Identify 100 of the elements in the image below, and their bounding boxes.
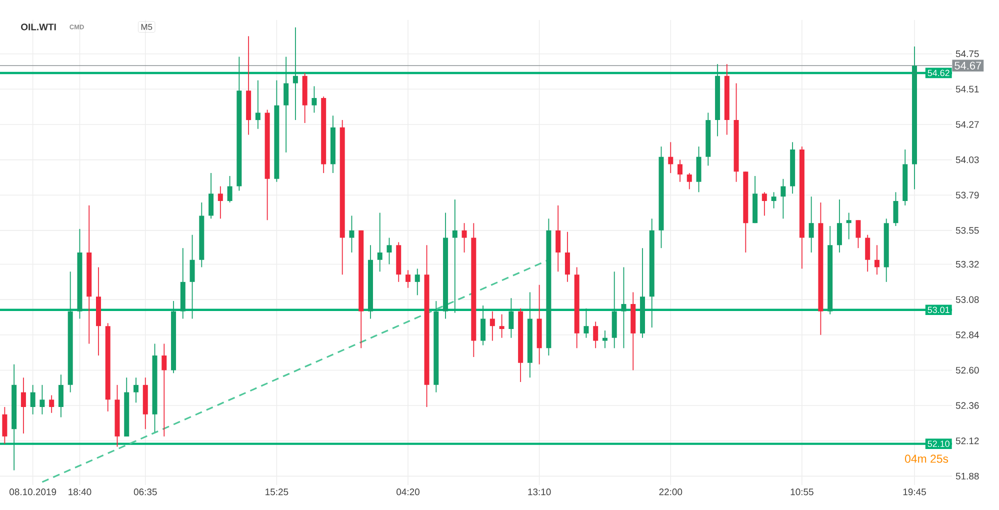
candlestick [142,377,148,430]
candlestick [780,178,786,220]
candlestick [462,222,467,253]
candlestick [686,172,692,190]
candlestick [799,146,804,270]
candlestick [658,146,664,249]
candlestick [40,384,45,415]
candlestick [678,159,683,182]
x-tick-label: 18:40 [68,488,92,496]
candlestick [912,46,917,190]
y-tick-label: 54.27 [956,121,979,128]
candlestick [752,176,758,224]
candlestick [480,305,486,346]
x-tick-label: 06:35 [134,488,157,496]
candlestick [321,96,326,174]
candlestick [330,115,336,174]
candlestick [621,266,626,349]
candlestick [734,82,739,182]
candlestick [368,244,373,320]
ref-line-label: 53.01 [928,306,950,314]
candlestick [846,212,852,240]
y-tick-label: 52.60 [956,366,979,374]
candlestick [536,284,542,365]
candlestick [790,142,796,194]
candlestick [302,72,308,124]
candlestick [696,146,702,193]
candlestick [443,212,448,320]
candlestick [190,234,195,320]
candlestick [893,192,898,226]
candlestick [2,406,8,444]
candlestick [377,212,382,272]
x-tick-label: 10:55 [790,488,814,496]
candlestick [434,300,439,393]
candlestick [152,343,158,432]
candlestick [668,142,674,174]
candlestick [593,321,598,349]
candlestick [584,308,589,338]
candlestick [471,222,476,358]
x-tick-label: 22:00 [659,488,682,496]
candlestick [630,292,636,371]
candlestick [264,109,270,221]
candlestick [358,230,364,349]
candlestick [771,192,776,209]
candlestick [762,192,767,216]
candlestick [406,270,411,288]
candlestick [414,268,420,296]
ref-line-label: 54.67 [954,62,982,70]
x-tick-label: 19:45 [903,488,926,496]
candlestick [574,266,580,349]
candlestick [180,248,186,320]
candlestick [649,218,654,328]
candlestick [312,86,317,114]
y-tick-label: 52.36 [956,402,979,409]
candlestick [865,234,870,272]
candlestick [255,80,260,130]
candlestick [292,26,298,121]
candlestick [208,172,214,220]
candlestick [386,237,392,265]
candlestick [743,171,748,253]
candlestick [86,204,92,344]
y-tick-label: 53.08 [956,296,979,303]
y-tick-label: 54.75 [956,50,979,58]
candlestick [836,199,842,253]
annotation: M5 [141,24,152,30]
candlestick [274,80,280,182]
candlestick [564,231,570,282]
y-tick-label: 51.88 [956,472,979,480]
candlestick [199,202,204,268]
candlestick [349,215,354,253]
y-tick-label: 54.03 [956,156,979,164]
x-tick-label: 13:10 [528,488,551,496]
candlestick [396,242,402,282]
candlestick [246,36,252,136]
candlestick [612,271,617,349]
x-tick-label: 15:25 [266,488,288,496]
candlestick [105,322,110,412]
x-tick-label: 08.10.2019 [10,488,56,496]
candlestick [218,186,223,220]
candlestick [640,248,645,338]
candlestick [902,149,908,206]
candlestick [20,377,26,434]
chart-title: OIL.WTI [21,24,56,30]
x-tick-label: 04:20 [396,488,420,496]
ref-line-label: 52.10 [928,440,950,447]
candlestick [114,384,120,448]
y-tick-label: 53.32 [956,260,979,268]
candlestick [162,343,167,437]
candlestick [828,226,833,315]
candlestick [546,218,552,356]
candlestick [12,364,17,471]
candlestick [715,64,720,137]
candlestick [236,56,242,192]
y-tick-label: 53.79 [956,192,979,198]
candlestick [508,298,514,338]
candlestick [58,374,64,418]
candlestick [134,377,138,404]
candlestick [856,220,861,249]
candlestick [30,384,36,415]
candlestick [556,204,561,272]
ref-line-label: 54.62 [928,70,950,76]
